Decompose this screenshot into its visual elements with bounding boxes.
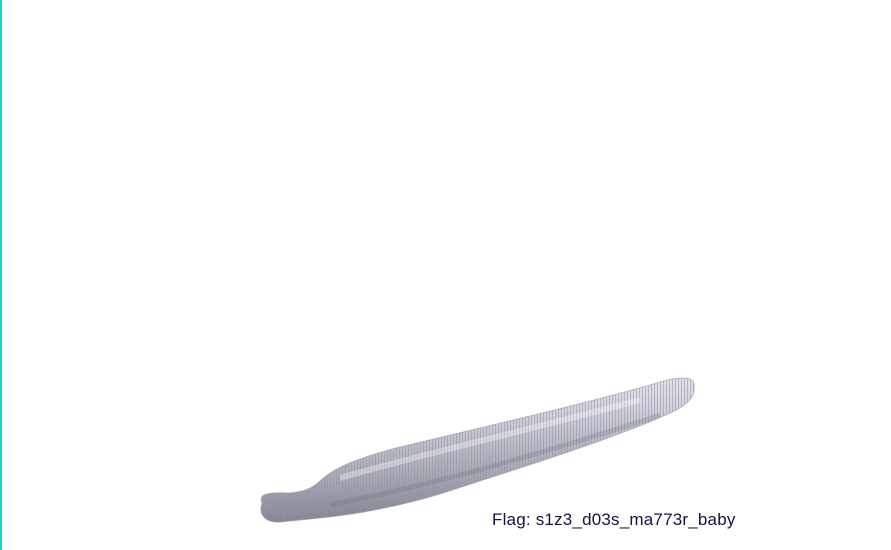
window-left-edge: [0, 0, 2, 550]
flag-caption: Flag: s1z3_d03s_ma773r_baby: [492, 510, 736, 529]
